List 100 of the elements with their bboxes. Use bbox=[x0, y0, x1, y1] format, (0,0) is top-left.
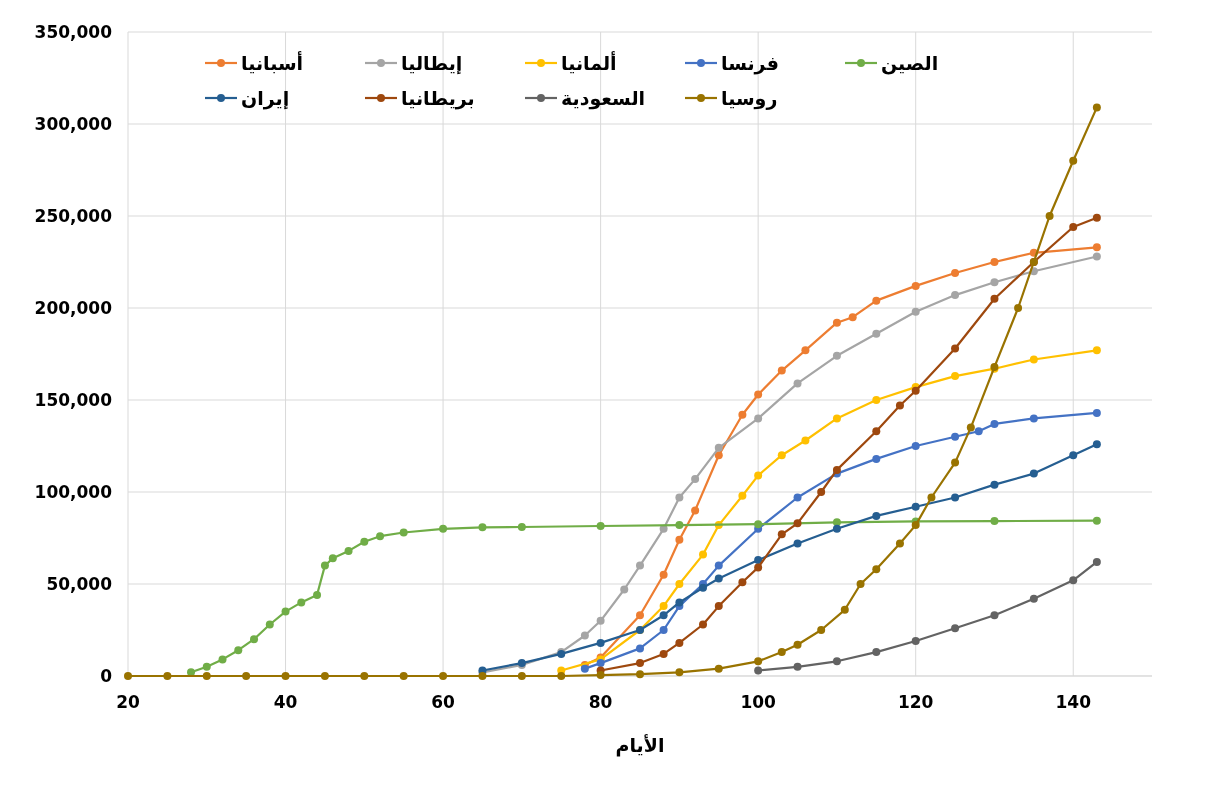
point bbox=[951, 344, 960, 353]
point bbox=[636, 561, 644, 570]
point bbox=[777, 648, 786, 657]
point bbox=[990, 480, 999, 489]
point bbox=[951, 624, 960, 633]
y-tick-label: 300,000 bbox=[34, 114, 113, 134]
point bbox=[675, 638, 684, 647]
point bbox=[675, 668, 684, 677]
point bbox=[911, 442, 920, 450]
point bbox=[202, 672, 211, 680]
point bbox=[1029, 355, 1038, 364]
point bbox=[1029, 414, 1038, 423]
point bbox=[320, 561, 329, 570]
point bbox=[297, 598, 306, 607]
point bbox=[596, 616, 605, 625]
point bbox=[691, 506, 700, 515]
point bbox=[596, 671, 605, 680]
point bbox=[675, 535, 684, 544]
point bbox=[832, 318, 841, 327]
x-tick-label: 100 bbox=[740, 692, 777, 712]
x-tick-label: 140 bbox=[1055, 692, 1092, 712]
point bbox=[399, 672, 408, 680]
point bbox=[636, 644, 644, 653]
x-tick-label: 20 bbox=[116, 692, 140, 712]
point bbox=[659, 570, 668, 579]
point bbox=[242, 672, 251, 680]
point bbox=[754, 390, 763, 399]
point bbox=[596, 659, 605, 668]
point bbox=[439, 524, 448, 533]
legend-label: الصين bbox=[881, 52, 939, 75]
point bbox=[1092, 408, 1101, 417]
point bbox=[328, 554, 337, 563]
point bbox=[793, 662, 802, 671]
point bbox=[699, 583, 708, 592]
point bbox=[793, 640, 802, 649]
point bbox=[596, 638, 605, 647]
point bbox=[360, 672, 369, 680]
point bbox=[714, 664, 723, 673]
point bbox=[911, 521, 920, 530]
point bbox=[990, 517, 999, 526]
legend-label: أسبانيا bbox=[241, 51, 304, 74]
point bbox=[793, 539, 802, 548]
point bbox=[360, 537, 369, 546]
point bbox=[636, 659, 644, 668]
y-tick-label: 50,000 bbox=[46, 574, 113, 594]
point bbox=[895, 539, 904, 548]
point bbox=[439, 672, 448, 680]
point bbox=[344, 546, 353, 555]
point bbox=[580, 631, 589, 640]
point bbox=[951, 493, 960, 502]
y-tick-label: 200,000 bbox=[34, 298, 113, 318]
legend-label: إيطاليا bbox=[401, 52, 463, 75]
point bbox=[777, 451, 786, 460]
point bbox=[1092, 103, 1101, 112]
point bbox=[872, 427, 881, 436]
point bbox=[754, 556, 763, 565]
point bbox=[1069, 451, 1078, 460]
point bbox=[250, 635, 259, 644]
point bbox=[990, 611, 999, 620]
point bbox=[675, 493, 684, 502]
point bbox=[990, 278, 999, 287]
point bbox=[399, 528, 408, 537]
x-tick-label: 120 bbox=[897, 692, 934, 712]
point bbox=[699, 620, 708, 629]
point bbox=[691, 475, 700, 484]
point bbox=[1045, 212, 1054, 220]
point bbox=[951, 372, 960, 381]
point bbox=[738, 491, 747, 500]
point bbox=[738, 410, 747, 419]
x-tick-label: 80 bbox=[588, 692, 613, 712]
point bbox=[951, 458, 960, 467]
point bbox=[872, 296, 881, 305]
point bbox=[714, 602, 723, 611]
point bbox=[966, 423, 975, 432]
point bbox=[1069, 156, 1078, 165]
point bbox=[281, 672, 290, 680]
point bbox=[777, 366, 786, 375]
point bbox=[517, 522, 526, 531]
point bbox=[659, 611, 668, 620]
point bbox=[699, 550, 708, 559]
point bbox=[714, 574, 723, 583]
point bbox=[1092, 440, 1101, 449]
point bbox=[1092, 252, 1101, 261]
point bbox=[777, 530, 786, 539]
point bbox=[124, 672, 132, 680]
point bbox=[927, 493, 936, 502]
point bbox=[754, 666, 763, 675]
point bbox=[1092, 243, 1101, 252]
point bbox=[840, 605, 849, 614]
point bbox=[738, 578, 747, 587]
y-tick-label: 100,000 bbox=[34, 482, 113, 502]
point bbox=[990, 258, 999, 266]
point bbox=[872, 454, 881, 463]
point bbox=[754, 520, 763, 529]
point bbox=[580, 664, 589, 673]
point bbox=[675, 598, 684, 607]
point bbox=[1092, 213, 1101, 222]
point bbox=[817, 488, 826, 496]
point bbox=[911, 281, 920, 290]
point bbox=[832, 518, 841, 527]
